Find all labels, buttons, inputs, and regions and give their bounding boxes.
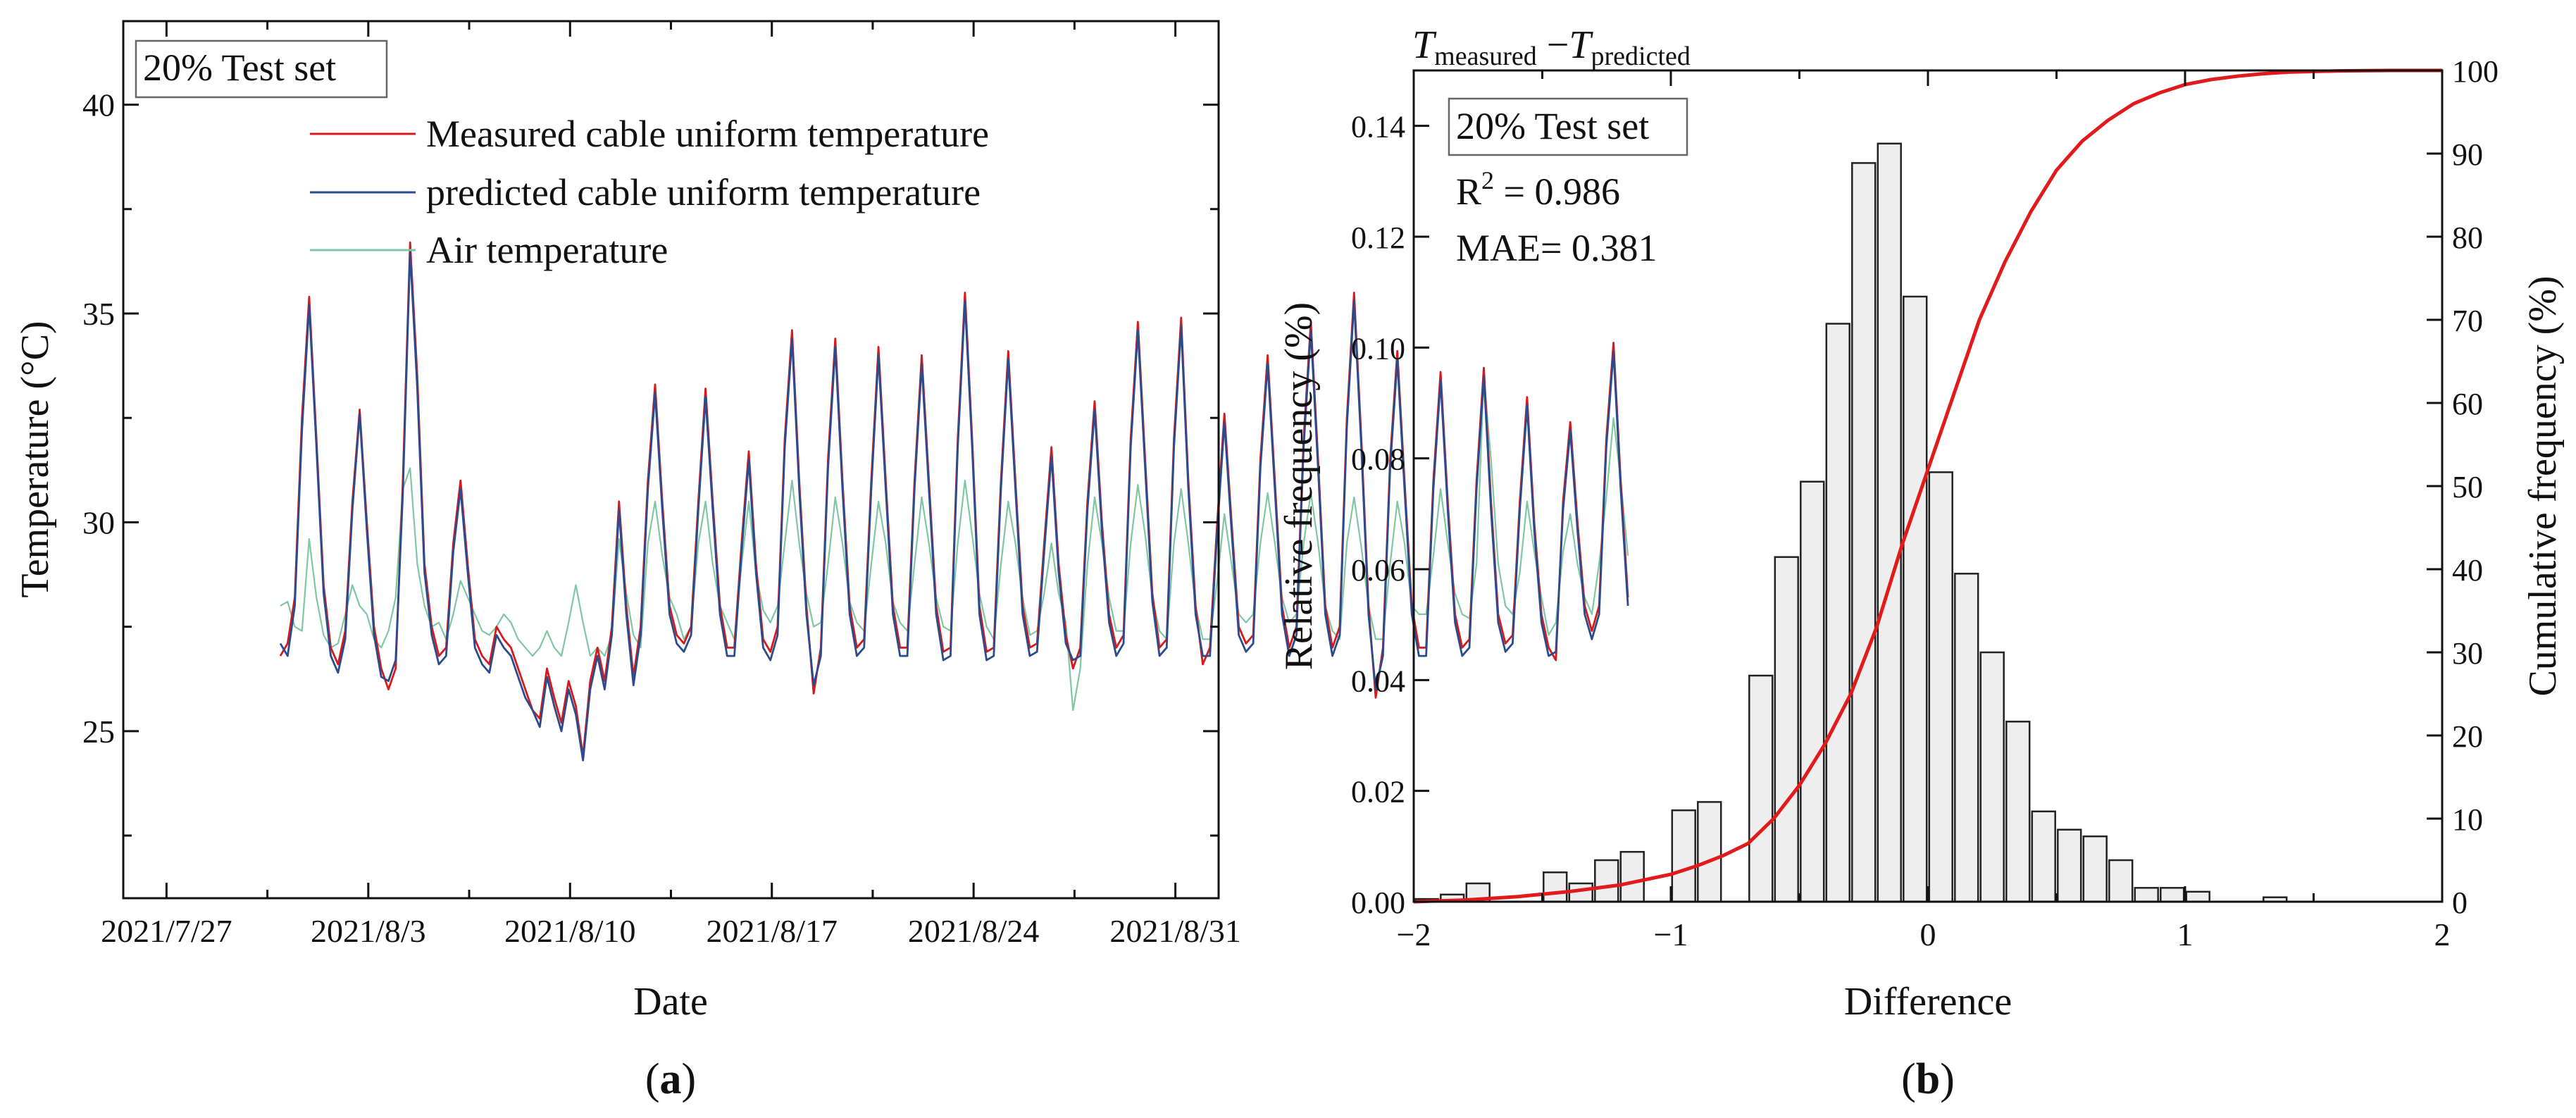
panel-b-bars [1414, 142, 2288, 903]
legend-label-predicted: predicted cable uniform temperature [426, 171, 981, 213]
histogram-bar [1748, 674, 1774, 903]
right-y-tick-label: 60 [2452, 387, 2483, 421]
panel-b-mae-stat: MAE= 0.381 [1456, 227, 1657, 269]
histogram-bar [2031, 810, 2056, 903]
right-y-tick-label: 10 [2452, 802, 2483, 837]
histogram-bar [1800, 480, 1825, 903]
right-y-tick-label: 0 [2452, 886, 2468, 920]
histogram-bar [2160, 887, 2185, 903]
panel-b-annotation-box [1448, 97, 1688, 156]
panel-a-label: (a) [645, 1055, 696, 1103]
panel-b-annotation: 20% Test set [1456, 105, 1649, 147]
y-tick-label: 40 [82, 87, 115, 123]
panel-b-label: (b) [1901, 1055, 1955, 1103]
right-y-tick-label: 20 [2452, 719, 2483, 754]
histogram-bar [2005, 721, 2031, 903]
right-y-tick-label: 100 [2452, 54, 2499, 89]
histogram-bar [1619, 850, 1645, 903]
panel-a-y-axis-label: Temperature (°C) [13, 321, 57, 597]
panel-a-legend: Measured cable uniform temperature predi… [310, 113, 989, 271]
histogram-bar [1543, 871, 1568, 903]
legend-label-air: Air temperature [426, 229, 668, 271]
histogram-bar [1825, 323, 1850, 903]
left-y-tick-label: 0.00 [1351, 886, 1405, 920]
histogram-bar [1928, 471, 1953, 903]
x-tick-label: 2021/8/31 [1109, 913, 1241, 949]
panel-b-x-axis-label: Difference [1844, 980, 2012, 1024]
panel-a-annotation: 20% Test set [143, 46, 336, 89]
left-y-tick-label: 0.10 [1351, 331, 1405, 366]
left-y-tick-label: 0.02 [1351, 775, 1405, 809]
air-temperature-line [280, 375, 1629, 712]
y-tick-label: 35 [82, 296, 115, 332]
title-sub-measured: measured [1434, 42, 1537, 71]
histogram-bar [1594, 859, 1619, 903]
histogram-bar [1697, 801, 1722, 903]
right-y-tick-label: 80 [2452, 221, 2483, 255]
title-t-predicted: T [1569, 23, 1593, 67]
histogram-bar [2185, 890, 2210, 903]
right-y-tick-label: 70 [2452, 304, 2483, 338]
x-tick-label: −1 [1654, 917, 1688, 952]
panel-a-annotation-box [135, 39, 388, 99]
left-y-tick-label: 0.12 [1351, 221, 1405, 255]
panel-b-title: Tmeasured −Tpredicted [1412, 23, 1691, 71]
histogram-bar [1851, 162, 1877, 903]
title-t-measured: T [1412, 23, 1437, 67]
y-tick-label: 30 [82, 504, 115, 540]
histogram-bar [1774, 556, 1799, 903]
panel-a-x-ticks: 2021/7/27 2021/8/3 2021/8/10 2021/8/17 2021/… [101, 21, 1241, 949]
x-tick-label: 2 [2434, 917, 2451, 952]
panel-b-y-axis-label: Relative frequency (%) [1277, 302, 1321, 670]
left-y-tick-label: 0.04 [1351, 664, 1405, 698]
panel-b-right-y-ticks: 0 10 20 30 40 50 60 70 80 90 100 [2427, 54, 2499, 920]
panel-b-cumulative-line [1413, 68, 2442, 904]
panel-b-left-y-ticks: 0.00 0.02 0.04 0.06 0.08 0.10 0.12 0.14 [1351, 110, 1429, 920]
panel-b-histogram-chart: 0.000.020.040.060.080.100.120.14 0102030… [1277, 23, 2565, 1103]
histogram-bar [1903, 295, 1928, 903]
legend-label-measured: Measured cable uniform temperature [426, 113, 989, 155]
left-y-tick-label: 0.14 [1351, 110, 1405, 144]
histogram-bar [1671, 809, 1696, 903]
x-tick-label: 0 [1920, 917, 1936, 952]
right-y-tick-label: 90 [2452, 137, 2483, 172]
histogram-bar [2134, 887, 2159, 903]
panel-a-x-axis-label: Date [633, 980, 708, 1024]
panel-a-y-ticks: 25 30 35 40 [82, 87, 1219, 837]
left-y-tick-label: 0.06 [1351, 553, 1405, 588]
r2-exponent: 2 [1481, 166, 1494, 194]
title-sub-predicted: predicted [1591, 42, 1691, 71]
histogram-bar [1877, 142, 1902, 903]
x-tick-label: 2021/8/24 [908, 913, 1040, 949]
panel-b-r2-stat: R2 = 0.986 [1456, 166, 1620, 213]
right-y-tick-label: 30 [2452, 636, 2483, 671]
right-y-tick-label: 50 [2452, 470, 2483, 504]
predicted-temperature-line [279, 249, 1629, 762]
histogram-bar [2057, 828, 2082, 903]
x-tick-label: 1 [2177, 917, 2194, 952]
r2-value: = 0.986 [1494, 170, 1620, 213]
x-tick-label: 2021/8/10 [504, 913, 636, 949]
histogram-bar [2082, 835, 2108, 903]
histogram-bar [1979, 651, 2005, 903]
panel-b-x-ticks: −2 −1 0 1 2 [1397, 70, 2451, 952]
panel-b-y2-axis-label: Cumulative frequency (%) [2521, 275, 2565, 696]
histogram-bar [1954, 573, 1979, 903]
x-tick-label: 2021/7/27 [101, 913, 232, 949]
x-tick-label: 2021/8/17 [706, 913, 838, 949]
panel-a-plot-lines [279, 241, 1629, 762]
x-tick-label: −2 [1397, 917, 1431, 952]
right-y-tick-label: 40 [2452, 553, 2483, 588]
y-tick-label: 25 [82, 714, 115, 750]
left-y-tick-label: 0.08 [1351, 442, 1405, 477]
x-tick-label: 2021/8/3 [311, 913, 426, 949]
cumulative-frequency-line [1413, 68, 2442, 904]
title-operator: − [1537, 23, 1569, 67]
histogram-bar [2108, 859, 2134, 903]
r2-label: R [1456, 170, 1481, 213]
